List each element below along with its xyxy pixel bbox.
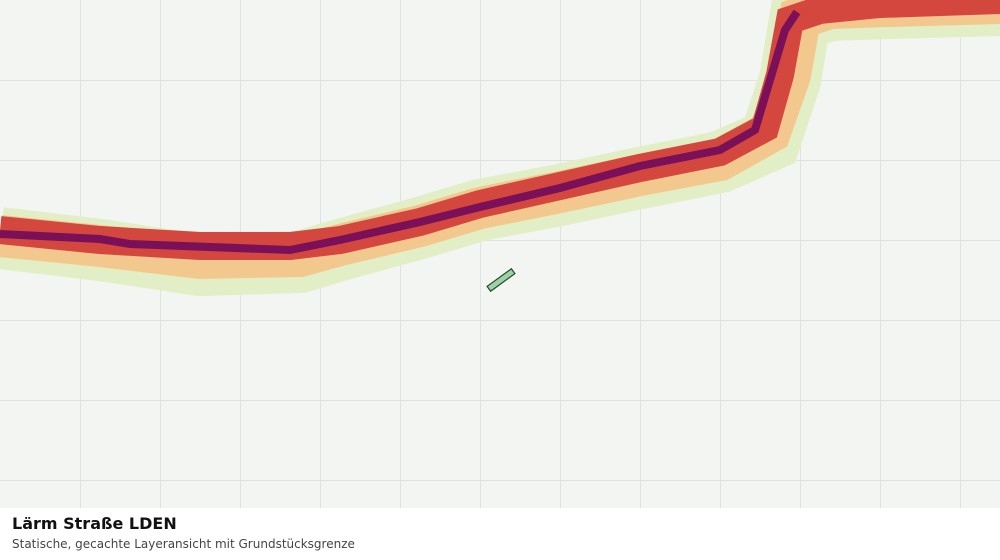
noise-layer — [0, 0, 1000, 297]
noise-zone-very-high — [0, 9, 801, 255]
map-title: Lärm Straße LDEN — [12, 514, 177, 533]
map-view — [0, 0, 1000, 508]
footer: Lärm Straße LDEN Statische, gecachte Lay… — [0, 508, 1000, 560]
map-subtitle: Statische, gecachte Layeransicht mit Gru… — [12, 537, 355, 551]
tile-grid — [0, 0, 1000, 508]
parcel-boundary — [486, 267, 516, 293]
